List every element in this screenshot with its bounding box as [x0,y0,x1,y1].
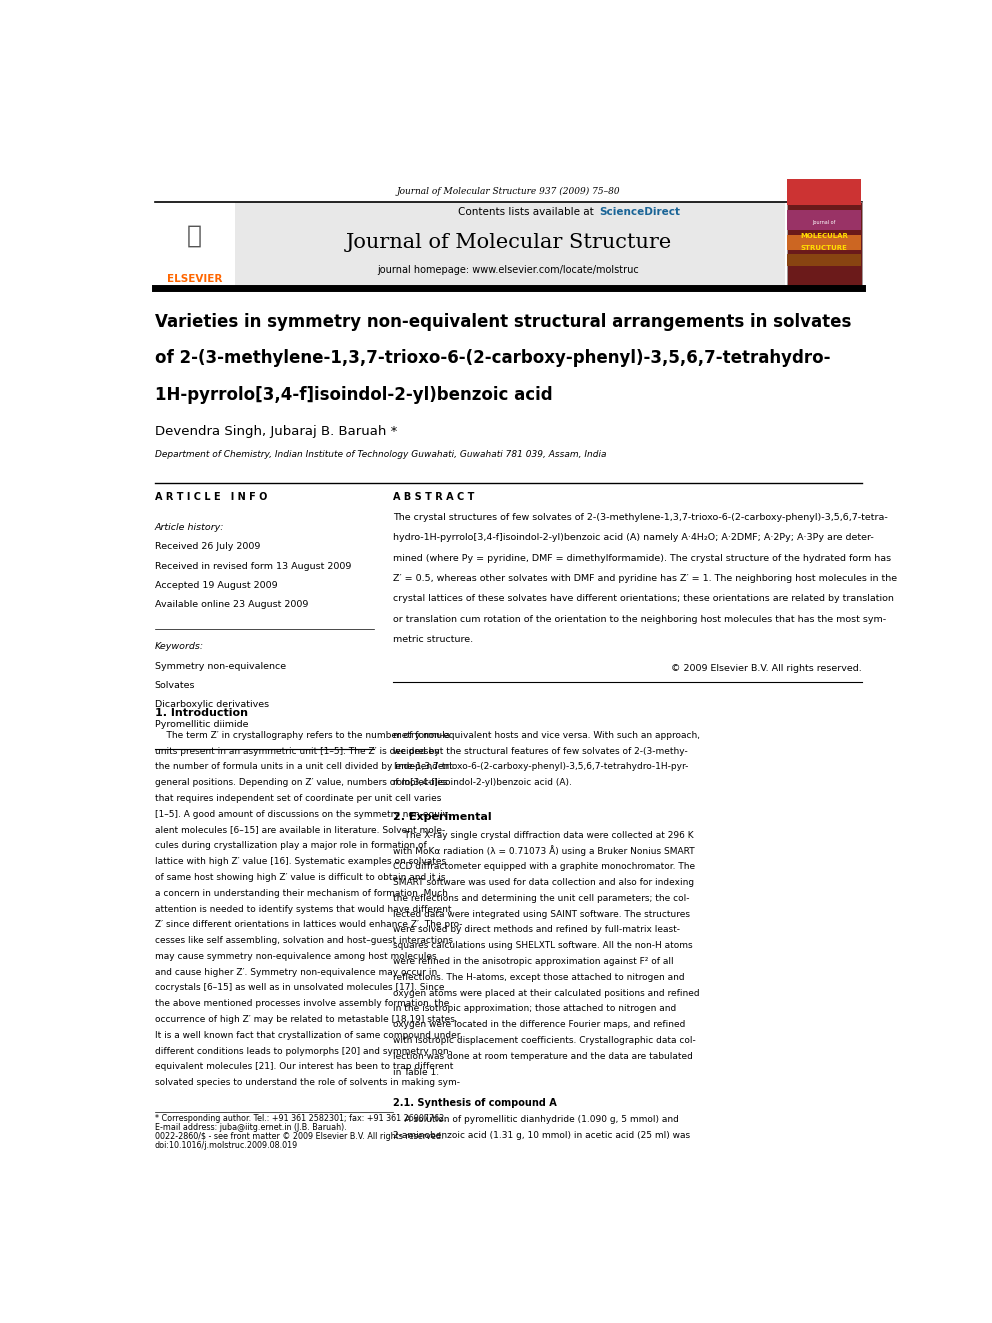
Text: oxygen were located in the difference Fourier maps, and refined: oxygen were located in the difference Fo… [393,1020,685,1029]
Text: of 2-(3-methylene-1,3,7-trioxo-6-(2-carboxy-phenyl)-3,5,6,7-tetrahydro-: of 2-(3-methylene-1,3,7-trioxo-6-(2-carb… [155,349,830,368]
Text: ScienceDirect: ScienceDirect [599,206,681,217]
Text: reflections. The H-atoms, except those attached to nitrogen and: reflections. The H-atoms, except those a… [393,972,684,982]
Text: metric structure.: metric structure. [393,635,473,644]
Text: doi:10.1016/j.molstruc.2009.08.019: doi:10.1016/j.molstruc.2009.08.019 [155,1142,298,1151]
Text: STRUCTURE: STRUCTURE [801,245,848,251]
FancyBboxPatch shape [788,179,861,205]
Text: Contents lists available at: Contents lists available at [458,206,597,217]
Text: occurrence of high Z′ may be related to metastable [18,19] states.: occurrence of high Z′ may be related to … [155,1015,457,1024]
Text: 0022-2860/$ - see front matter © 2009 Elsevier B.V. All rights reserved.: 0022-2860/$ - see front matter © 2009 El… [155,1132,443,1142]
Text: E-mail address: juba@iitg.ernet.in (J.B. Baruah).: E-mail address: juba@iitg.ernet.in (J.B.… [155,1123,346,1132]
Text: Varieties in symmetry non-equivalent structural arrangements in solvates: Varieties in symmetry non-equivalent str… [155,312,851,331]
Text: cocrystals [6–15] as well as in unsolvated molecules [17]. Since: cocrystals [6–15] as well as in unsolvat… [155,983,444,992]
Text: were solved by direct methods and refined by full-matrix least-: were solved by direct methods and refine… [393,925,681,934]
Text: the above mentioned processes involve assembly formation, the: the above mentioned processes involve as… [155,999,449,1008]
Text: equivalent molecules [21]. Our interest has been to trap different: equivalent molecules [21]. Our interest … [155,1062,453,1072]
Text: Z′ = 0.5, whereas other solvates with DMF and pyridine has Z′ = 1. The neighbori: Z′ = 0.5, whereas other solvates with DM… [393,574,897,583]
Text: solvated species to understand the role of solvents in making sym-: solvated species to understand the role … [155,1078,459,1088]
Text: Journal of: Journal of [812,221,836,225]
Text: Dicarboxylic derivatives: Dicarboxylic derivatives [155,700,269,709]
Text: 1H-pyrrolo[3,4-f]isoindol-2-yl)benzoic acid: 1H-pyrrolo[3,4-f]isoindol-2-yl)benzoic a… [155,386,553,404]
Text: SMART software was used for data collection and also for indexing: SMART software was used for data collect… [393,878,694,886]
Text: Department of Chemistry, Indian Institute of Technology Guwahati, Guwahati 781 0: Department of Chemistry, Indian Institut… [155,450,606,459]
Text: Accepted 19 August 2009: Accepted 19 August 2009 [155,581,278,590]
Text: MOLECULAR: MOLECULAR [801,233,848,239]
Text: lattice with high Z′ value [16]. Systematic examples on solvates: lattice with high Z′ value [16]. Systema… [155,857,445,867]
Text: Symmetry non-equivalence: Symmetry non-equivalence [155,662,286,671]
Text: Received 26 July 2009: Received 26 July 2009 [155,542,260,552]
FancyBboxPatch shape [155,201,235,286]
Text: journal homepage: www.elsevier.com/locate/molstruc: journal homepage: www.elsevier.com/locat… [378,265,639,275]
Text: The crystal structures of few solvates of 2-(3-methylene-1,3,7-trioxo-6-(2-carbo: The crystal structures of few solvates o… [393,513,888,521]
Text: general positions. Depending on Z′ value, numbers of molecules: general positions. Depending on Z′ value… [155,778,447,787]
FancyBboxPatch shape [788,235,861,250]
Text: Devendra Singh, Jubaraj B. Baruah *: Devendra Singh, Jubaraj B. Baruah * [155,425,397,438]
Text: rolo[3,4-f]isoindol-2-yl)benzoic acid (A).: rolo[3,4-f]isoindol-2-yl)benzoic acid (A… [393,778,572,787]
Text: lected data were integrated using SAINT software. The structures: lected data were integrated using SAINT … [393,910,690,918]
Text: Journal of Molecular Structure: Journal of Molecular Structure [345,233,672,251]
Text: A R T I C L E   I N F O: A R T I C L E I N F O [155,492,267,501]
Text: may cause symmetry non-equivalence among host molecules: may cause symmetry non-equivalence among… [155,953,436,960]
Text: Z′ since different orientations in lattices would enhance Z′. The pro-: Z′ since different orientations in latti… [155,921,462,929]
Text: cules during crystallization play a major role in formation of: cules during crystallization play a majo… [155,841,427,851]
Text: hydro-1H-pyrrolo[3,4-f]isoindol-2-yl)benzoic acid (A) namely A·4H₂O; A·2DMF; A·2: hydro-1H-pyrrolo[3,4-f]isoindol-2-yl)ben… [393,533,874,542]
Text: Journal of Molecular Structure 937 (2009) 75–80: Journal of Molecular Structure 937 (2009… [397,187,620,196]
Text: A B S T R A C T: A B S T R A C T [393,492,474,501]
Text: 1. Introduction: 1. Introduction [155,708,248,718]
Text: © 2009 Elsevier B.V. All rights reserved.: © 2009 Elsevier B.V. All rights reserved… [672,664,862,672]
Text: of same host showing high Z′ value is difficult to obtain and it is: of same host showing high Z′ value is di… [155,873,445,882]
Text: lection was done at room temperature and the data are tabulated: lection was done at room temperature and… [393,1052,693,1061]
FancyBboxPatch shape [235,201,786,286]
Text: 2.1. Synthesis of compound A: 2.1. Synthesis of compound A [393,1098,557,1109]
Text: 2. Experimental: 2. Experimental [393,812,492,822]
Text: cesses like self assembling, solvation and host–guest interactions: cesses like self assembling, solvation a… [155,937,452,945]
Text: 2-aminobenzoic acid (1.31 g, 10 mmol) in acetic acid (25 ml) was: 2-aminobenzoic acid (1.31 g, 10 mmol) in… [393,1131,690,1139]
Text: Keywords:: Keywords: [155,642,204,651]
Text: units present in an asymmetric unit [1–5]. The Z′ is decided by: units present in an asymmetric unit [1–5… [155,746,439,755]
Text: with isotropic displacement coefficients. Crystallographic data col-: with isotropic displacement coefficients… [393,1036,695,1045]
Text: and cause higher Z′. Symmetry non-equivalence may occur in: and cause higher Z′. Symmetry non-equiva… [155,967,437,976]
Text: or translation cum rotation of the orientation to the neighboring host molecules: or translation cum rotation of the orien… [393,615,886,623]
Text: The term Z′ in crystallography refers to the number of formula: The term Z′ in crystallography refers to… [155,730,450,740]
FancyBboxPatch shape [787,201,862,286]
Text: the number of formula units in a unit cell divided by independent: the number of formula units in a unit ce… [155,762,452,771]
Text: with MoKα radiation (λ = 0.71073 Å) using a Bruker Nonius SMART: with MoKα radiation (λ = 0.71073 Å) usin… [393,845,694,856]
Text: Solvates: Solvates [155,681,195,689]
Text: CCD diffractometer equipped with a graphite monochromator. The: CCD diffractometer equipped with a graph… [393,863,695,872]
Text: crystal lattices of these solvates have different orientations; these orientatio: crystal lattices of these solvates have … [393,594,894,603]
Text: * Corresponding author. Tel.: +91 361 2582301; fax: +91 361 26907762.: * Corresponding author. Tel.: +91 361 25… [155,1114,446,1123]
Text: It is a well known fact that crystallization of same compound under: It is a well known fact that crystalliza… [155,1031,460,1040]
Text: Received in revised form 13 August 2009: Received in revised form 13 August 2009 [155,562,351,570]
Text: a concern in understanding their mechanism of formation. Much: a concern in understanding their mechani… [155,889,447,898]
Text: in Table 1.: in Table 1. [393,1068,439,1077]
Text: oxygen atoms were placed at their calculated positions and refined: oxygen atoms were placed at their calcul… [393,988,699,998]
Text: were refined in the anisotropic approximation against F² of all: were refined in the anisotropic approxim… [393,957,674,966]
Text: different conditions leads to polymorphs [20] and symmetry non-: different conditions leads to polymorphs… [155,1046,451,1056]
Text: lene-1,3,7-trioxo-6-(2-carboxy-phenyl)-3,5,6,7-tetrahydro-1H-pyr-: lene-1,3,7-trioxo-6-(2-carboxy-phenyl)-3… [393,762,688,771]
Text: metry non-equivalent hosts and vice versa. With such an approach,: metry non-equivalent hosts and vice vers… [393,730,700,740]
Text: we present the structural features of few solvates of 2-(3-methy-: we present the structural features of fe… [393,746,687,755]
Text: Pyromellitic diimide: Pyromellitic diimide [155,720,248,729]
Text: The X-ray single crystal diffraction data were collected at 296 K: The X-ray single crystal diffraction dat… [393,831,693,840]
Text: 🌳: 🌳 [187,224,202,247]
Text: that requires independent set of coordinate per unit cell varies: that requires independent set of coordin… [155,794,441,803]
Text: [1–5]. A good amount of discussions on the symmetry non-equiv-: [1–5]. A good amount of discussions on t… [155,810,450,819]
FancyBboxPatch shape [788,209,861,230]
Text: squares calculations using SHELXTL software. All the non-H atoms: squares calculations using SHELXTL softw… [393,941,692,950]
Text: alent molecules [6–15] are available in literature. Solvent mole-: alent molecules [6–15] are available in … [155,826,445,835]
Text: in the isotropic approximation; those attached to nitrogen and: in the isotropic approximation; those at… [393,1004,677,1013]
Text: A solution of pyromellitic dianhydride (1.090 g, 5 mmol) and: A solution of pyromellitic dianhydride (… [393,1115,679,1125]
Text: the reflections and determining the unit cell parameters; the col-: the reflections and determining the unit… [393,894,689,902]
Text: ELSEVIER: ELSEVIER [167,274,222,284]
Text: attention is needed to identify systems that would have different: attention is needed to identify systems … [155,905,451,914]
Text: Article history:: Article history: [155,523,224,532]
Text: mined (where Py = pyridine, DMF = dimethylformamide). The crystal structure of t: mined (where Py = pyridine, DMF = dimeth… [393,553,891,562]
FancyBboxPatch shape [788,254,861,266]
Text: Available online 23 August 2009: Available online 23 August 2009 [155,601,309,610]
